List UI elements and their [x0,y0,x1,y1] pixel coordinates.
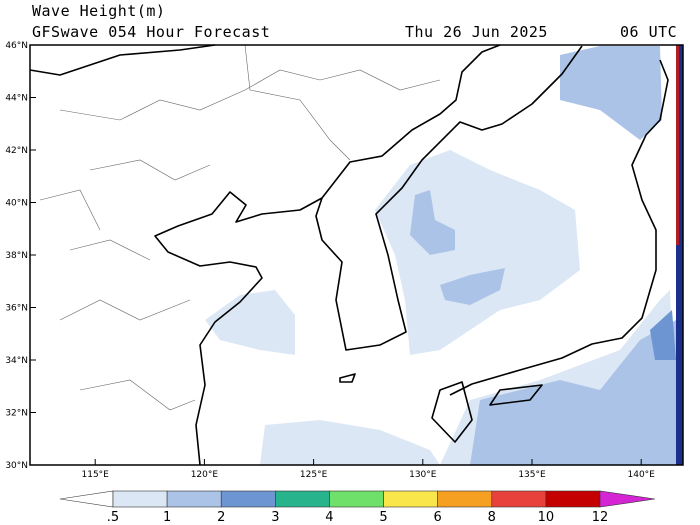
map [29,44,684,466]
lat-label: 46°N [5,41,28,51]
title: Wave Height(m) [32,2,165,20]
colorbar-segment [329,490,384,508]
colorbar-segment [220,490,276,508]
lon-label: 130°E [409,470,437,480]
colorbar-end [59,490,114,508]
wave-area [410,190,455,255]
province-border [39,44,441,411]
coastline [449,59,669,396]
colorbar-segment [437,490,493,508]
colorbar-label: 5 [379,510,387,525]
colorbar-segment [545,490,601,508]
colorbar-label: 1 [163,510,171,525]
lon-label: 135°E [518,470,546,480]
lon-label: 120°E [191,470,219,480]
colorbar-segment [383,490,438,508]
colorbar-segment [166,490,222,508]
colorbar-label: 3 [271,510,279,525]
wave-area [560,46,662,140]
coastline [339,373,543,443]
colorbar-segment [491,490,547,508]
lon-label: 140°E [628,470,656,480]
edge-strip [676,45,679,245]
colorbar-label: 6 [434,510,442,525]
colorbar-end [599,490,656,508]
lat-label: 42°N [5,146,28,156]
lat-label: 38°N [5,251,28,261]
lat-label: 40°N [5,199,28,209]
coastline [29,44,501,466]
wave-area [260,420,440,465]
edge-strip [676,45,683,465]
colorbar-label: 10 [538,510,555,525]
coastline [315,45,583,351]
subtitle: GFSwave 054 Hour Forecast [32,23,270,41]
date: Thu 26 Jun 2025 [405,23,548,41]
lat-label: 30°N [5,461,28,471]
wave-area [205,290,295,355]
wave-area [470,320,676,465]
colorbar-label: 2 [217,510,225,525]
wave-area [650,310,676,360]
lat-label: 32°N [5,409,28,419]
colorbar-segment [275,490,330,508]
lat-label: 36°N [5,304,28,314]
colorbar-label: 12 [592,510,609,525]
colorbar-label: 4 [325,510,333,525]
lon-label: 115°E [82,470,110,480]
time: 06 UTC [620,23,677,41]
lat-label: 34°N [5,356,28,366]
colorbar-label: 8 [488,510,496,525]
lat-label: 44°N [5,94,28,104]
colorbar-label: .5 [107,510,119,525]
wave-area [440,268,505,305]
wave-area [375,150,580,355]
lon-label: 125°E [300,470,328,480]
colorbar-segment [112,490,168,508]
